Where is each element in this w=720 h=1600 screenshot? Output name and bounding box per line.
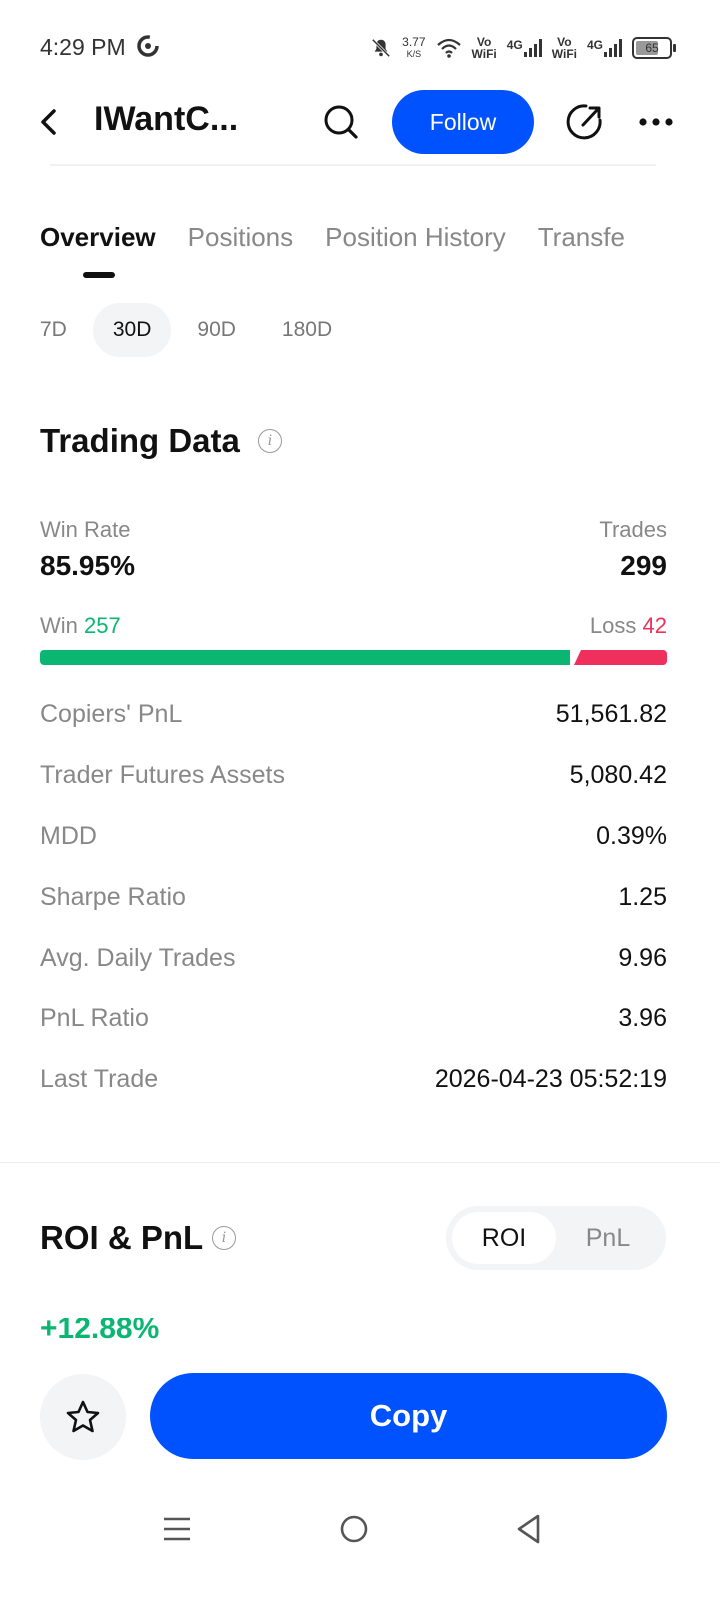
stat-row-last-trade: Last Trade 2026-04-23 05:52:19 <box>40 1059 667 1099</box>
win-rate-value: 85.95% <box>40 550 135 581</box>
win-value: 257 <box>84 613 121 638</box>
trading-data-info-icon[interactable]: i <box>258 429 282 453</box>
loss-label: Loss <box>589 613 637 638</box>
volte-wifi-2: Vo WiFi <box>552 36 577 60</box>
signal-bars-2-icon <box>604 39 622 57</box>
stat-value: 5,080.42 <box>569 760 667 789</box>
wifi-label-2: WiFi <box>551 47 577 61</box>
volte-label-1: Vo <box>476 35 492 49</box>
loss-value: 42 <box>642 613 667 638</box>
stat-value: 1.25 <box>618 882 667 911</box>
tab-bar: Overview Positions Position History Tran… <box>40 222 625 253</box>
status-bar: 4:29 PM 3.77 K/S Vo WiFi 4G <box>0 0 720 90</box>
recent-apps-icon[interactable] <box>162 1514 192 1544</box>
battery-icon: 65 <box>632 37 676 59</box>
battery-level: 65 <box>645 41 659 55</box>
period-90d[interactable]: 90D <box>197 318 236 341</box>
signal-1: 4G <box>507 39 542 57</box>
data-saver-icon <box>137 35 159 57</box>
tab-transfers[interactable]: Transfe <box>537 222 625 252</box>
favorite-button[interactable] <box>40 1374 126 1460</box>
page-title: IWantC... <box>94 100 239 138</box>
stat-value: 51,561.82 <box>555 699 667 728</box>
speed-unit: K/S <box>406 49 422 59</box>
copy-button[interactable]: Copy <box>150 1373 667 1459</box>
stat-row-sharpe-ratio: Sharpe Ratio 1.25 <box>40 877 667 917</box>
stat-value: 3.96 <box>618 1003 667 1032</box>
stat-row-pnl-ratio: PnL Ratio 3.96 <box>40 998 667 1038</box>
network-speed: 3.77 K/S <box>402 36 425 60</box>
stat-label: Avg. Daily Trades <box>40 943 236 972</box>
back-nav-icon[interactable] <box>514 1513 544 1545</box>
stat-label: Trader Futures Assets <box>40 760 285 789</box>
wifi-icon <box>436 38 461 58</box>
system-nav-bar <box>0 1500 720 1600</box>
period-selector: 7D 30D 90D 180D <box>20 303 352 357</box>
roi-pnl-info-icon[interactable]: i <box>212 1226 236 1250</box>
stat-label: Sharpe Ratio <box>40 882 186 911</box>
share-icon[interactable] <box>564 100 604 144</box>
roi-pnl-toggle: ROI PnL <box>446 1206 666 1270</box>
follow-button[interactable]: Follow <box>392 90 534 154</box>
win-rate-label: Win Rate <box>40 517 131 542</box>
network-gen-1: 4G <box>506 38 523 52</box>
search-icon[interactable] <box>320 100 362 144</box>
win-count: Win 257 <box>40 613 121 639</box>
active-tab-indicator <box>83 272 115 278</box>
stat-row-trader-futures-assets: Trader Futures Assets 5,080.42 <box>40 755 667 795</box>
stat-value: 9.96 <box>618 943 667 972</box>
signal-2: 4G <box>587 39 622 57</box>
back-arrow-icon[interactable] <box>30 100 70 144</box>
trades-value: 299 <box>620 550 667 581</box>
stat-label: Last Trade <box>40 1064 159 1093</box>
period-7d[interactable]: 7D <box>40 318 67 341</box>
star-icon <box>66 1400 100 1433</box>
loss-count: Loss 42 <box>590 613 667 639</box>
loss-ratio-bar <box>574 650 667 665</box>
win-ratio-bar <box>40 650 570 665</box>
stat-row-copiers-pnl: Copiers' PnL 51,561.82 <box>40 694 667 734</box>
tab-position-history[interactable]: Position History <box>325 222 506 252</box>
home-icon[interactable] <box>338 1513 370 1545</box>
stat-label: MDD <box>40 821 97 850</box>
header-divider <box>50 164 656 166</box>
stat-label: Copiers' PnL <box>40 699 183 728</box>
stat-row-avg-daily-trades: Avg. Daily Trades 9.96 <box>40 938 667 978</box>
signal-bars-1-icon <box>523 39 542 57</box>
period-180d[interactable]: 180D <box>281 318 333 341</box>
stat-value: 2026-04-23 05:52:19 <box>434 1064 667 1093</box>
speed-value: 3.77 <box>402 35 426 49</box>
win-label: Win <box>40 613 78 638</box>
mute-bell-icon <box>371 38 391 58</box>
tab-positions[interactable]: Positions <box>187 222 294 252</box>
toggle-roi[interactable]: ROI <box>452 1212 556 1264</box>
stat-label: PnL Ratio <box>40 1003 149 1032</box>
toggle-pnl[interactable]: PnL <box>585 1224 631 1252</box>
more-options-icon[interactable] <box>636 104 676 140</box>
volte-label-2: Vo <box>557 35 572 49</box>
trades-label: Trades <box>599 517 667 542</box>
status-icons: 3.77 K/S Vo WiFi 4G Vo WiFi 4G 65 <box>370 30 676 66</box>
stat-value: 0.39% <box>596 821 667 850</box>
wifi-label-1: WiFi <box>471 47 497 61</box>
roi-value-text: +12.88% <box>40 1318 160 1340</box>
volte-wifi-1: Vo WiFi <box>472 36 497 60</box>
roi-value: +12.88% <box>40 1318 340 1340</box>
network-gen-2: 4G <box>586 38 603 52</box>
trading-data-title: Trading Data <box>40 422 240 459</box>
status-time: 4:29 PM <box>40 34 126 60</box>
stat-row-mdd: MDD 0.39% <box>40 816 667 856</box>
section-divider <box>0 1162 720 1163</box>
period-30d[interactable]: 30D <box>92 303 172 357</box>
roi-pnl-title: ROI & PnL <box>40 1219 204 1256</box>
tab-overview[interactable]: Overview <box>40 222 156 252</box>
